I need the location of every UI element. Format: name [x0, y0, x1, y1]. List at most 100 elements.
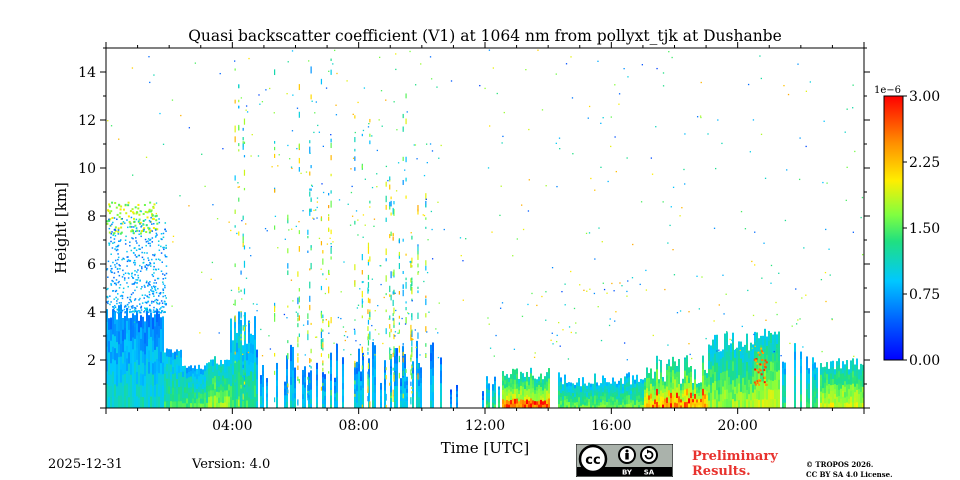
heatmap-cell: [134, 281, 136, 284]
heatmap-cell: [736, 362, 738, 371]
heatmap-cell: [628, 376, 630, 382]
heatmap-cell: [307, 376, 309, 380]
heatmap-cell: [132, 212, 135, 215]
heatmap-cell: [234, 175, 236, 181]
heatmap-cell: [814, 373, 816, 381]
heatmap-cell: [578, 396, 580, 402]
heatmap-cell: [243, 169, 246, 176]
heatmap-cell: [202, 403, 204, 408]
heatmap-cell: [298, 157, 300, 164]
heatmap-cell: [778, 331, 780, 342]
heatmap-cell: [389, 331, 391, 338]
heatmap-cell: [287, 340, 289, 344]
heatmap-cell: [848, 398, 850, 404]
heatmap-cell: [858, 388, 860, 395]
heatmap-cell: [308, 390, 310, 396]
heatmap-cell: [748, 364, 750, 373]
heatmap-cell: [746, 380, 748, 390]
heatmap-cell: [794, 359, 796, 368]
heatmap-cell: [602, 387, 604, 393]
heatmap-cell: [118, 138, 120, 140]
heatmap-cell: [226, 383, 228, 391]
heatmap-cell: [805, 145, 807, 148]
heatmap-cell: [155, 301, 158, 304]
heatmap-cell: [190, 386, 192, 393]
heatmap-cell: [856, 377, 858, 384]
heatmap-cell: [126, 307, 128, 321]
heatmap-cell: [390, 212, 392, 216]
heatmap-cell: [824, 271, 827, 274]
heatmap-cell: [632, 391, 634, 397]
heatmap-cell: [120, 222, 122, 225]
heatmap-cell: [564, 283, 566, 285]
heatmap-cell: [133, 261, 135, 264]
heatmap-cell: [131, 208, 134, 211]
heatmap-cell: [602, 395, 604, 401]
heatmap-cell: [712, 373, 714, 383]
heatmap-cell: [528, 376, 530, 382]
heatmap-cell: [131, 229, 134, 232]
heatmap-cell: [858, 379, 860, 385]
heatmap-cell: [380, 404, 382, 408]
heatmap-cell: [238, 85, 240, 89]
heatmap-cell: [244, 396, 246, 408]
heatmap-cell: [682, 393, 684, 398]
heatmap-cell: [322, 338, 324, 343]
heatmap-cell: [276, 402, 278, 408]
heatmap-cell: [307, 393, 309, 399]
heatmap-cell: [670, 397, 672, 404]
heatmap-cell: [772, 362, 774, 372]
heatmap-cell: [144, 219, 147, 221]
heatmap-cell: [170, 349, 172, 358]
heatmap-cell: [146, 295, 148, 297]
heatmap-cell: [385, 293, 387, 296]
heatmap-cell: [294, 392, 296, 399]
heatmap-cell: [148, 231, 151, 234]
heatmap-cell: [188, 387, 190, 393]
heatmap-cell: [190, 402, 192, 408]
heatmap-cell: [710, 400, 712, 408]
heatmap-cell: [164, 286, 166, 289]
heatmap-cell: [604, 381, 606, 387]
heatmap-cell: [531, 292, 533, 295]
heatmap-cell: [142, 339, 144, 352]
heatmap-cell: [310, 375, 312, 381]
heatmap-cell: [398, 290, 400, 295]
heatmap-cell: [852, 364, 854, 372]
heatmap-cell: [840, 368, 842, 374]
heatmap-cell: [180, 371, 182, 380]
heatmap-cell: [342, 388, 344, 396]
heatmap-cell: [714, 334, 716, 345]
heatmap-cell: [156, 277, 159, 280]
heatmap-cell: [728, 345, 730, 354]
heatmap-cell: [516, 393, 518, 399]
heatmap-cell: [766, 390, 768, 400]
heatmap-cell: [330, 373, 332, 381]
heatmap-cell: [310, 398, 312, 404]
heatmap-cell: [310, 366, 312, 369]
heatmap-cell: [582, 377, 584, 382]
heatmap-cell: [782, 402, 784, 408]
y-tick-label: 10: [78, 161, 96, 177]
heatmap-cell: [367, 385, 369, 393]
heatmap-cell: [648, 390, 650, 396]
heatmap-cell: [310, 348, 312, 354]
heatmap-cell: [392, 291, 394, 295]
heatmap-cell: [742, 354, 744, 363]
heatmap-cell: [544, 376, 546, 381]
heatmap-cell: [256, 310, 258, 312]
heatmap-cell: [766, 372, 768, 382]
heatmap-cell: [144, 321, 146, 333]
heatmap-cell: [432, 358, 434, 368]
heatmap-cell: [298, 167, 300, 172]
heatmap-cell: [184, 365, 186, 372]
heatmap-cell: [119, 239, 122, 241]
heatmap-cell: [274, 305, 276, 313]
heatmap-cell: [383, 296, 385, 299]
heatmap-cell: [164, 303, 166, 305]
heatmap-cell: [582, 381, 584, 386]
heatmap-cell: [606, 385, 608, 390]
heatmap-cell: [732, 389, 734, 400]
heatmap-cell: [751, 347, 754, 349]
heatmap-cell: [389, 285, 391, 293]
